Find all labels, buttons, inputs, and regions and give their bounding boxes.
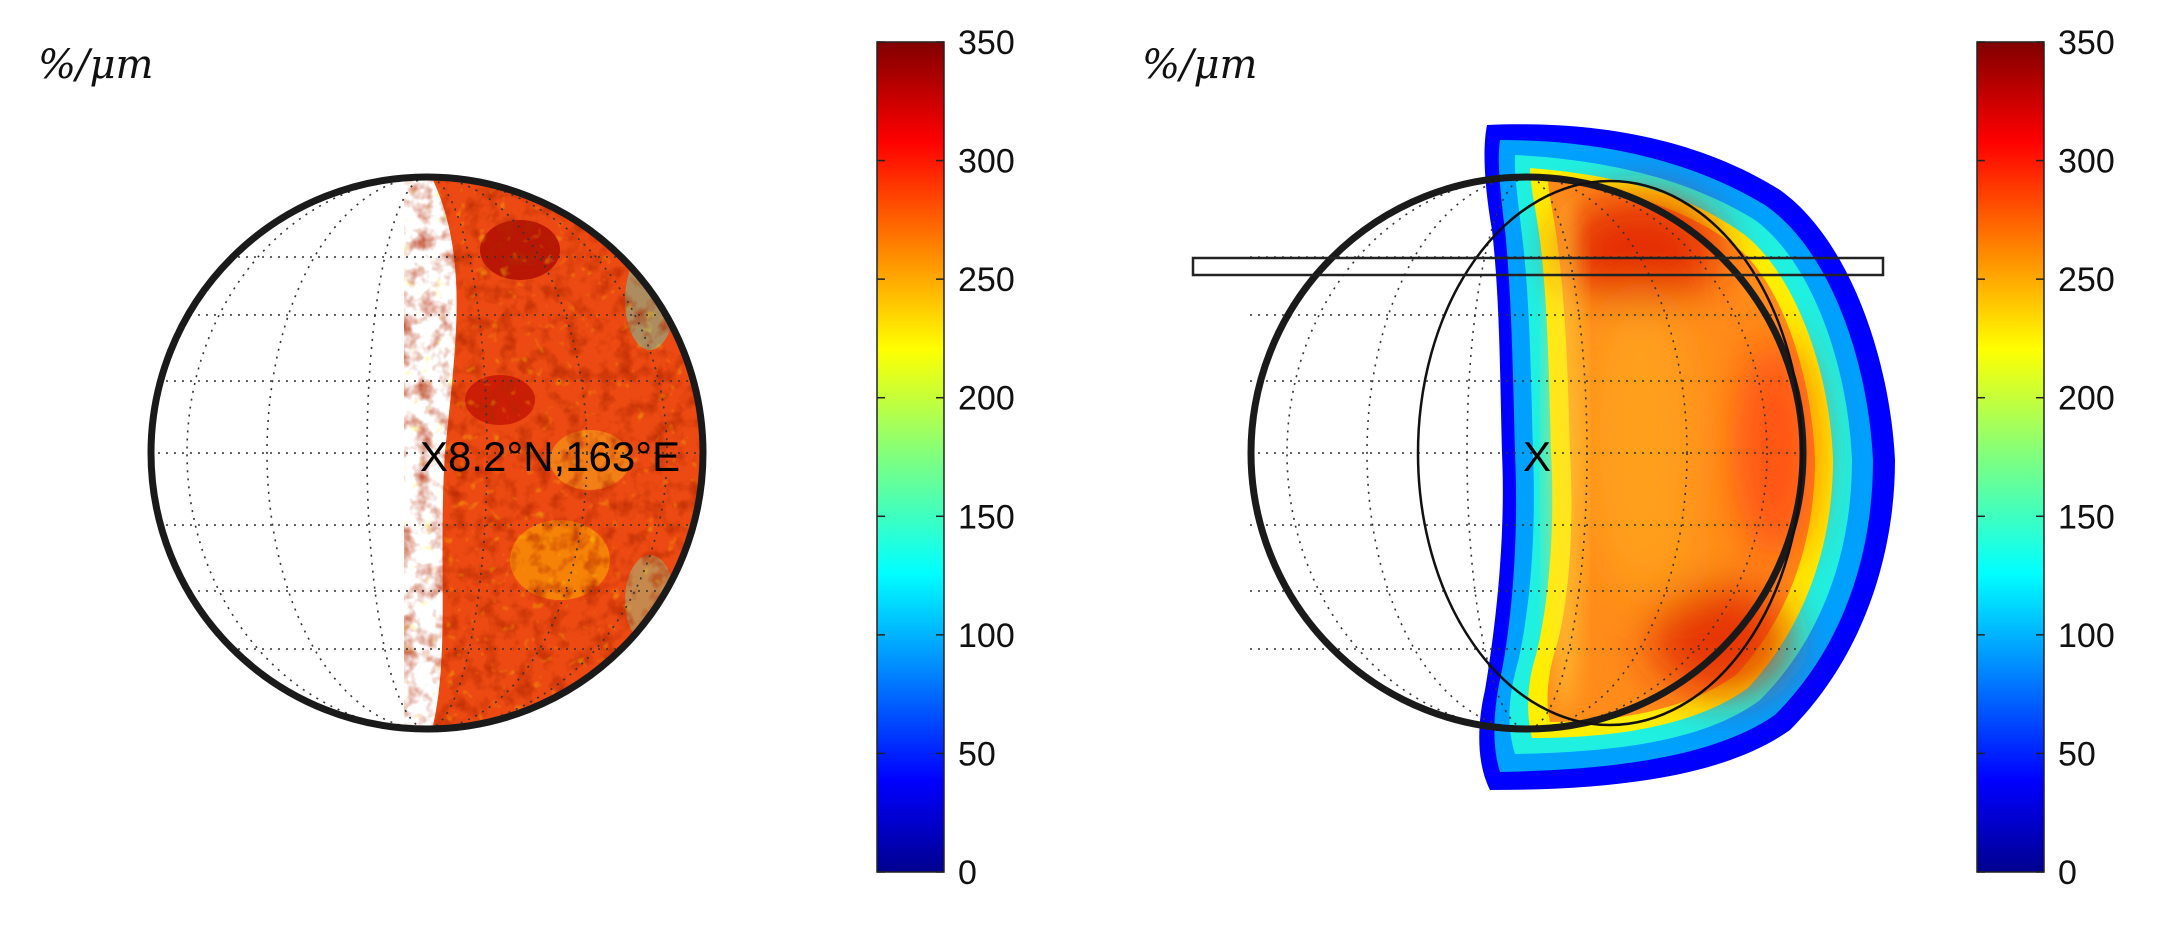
right-colorbar-tick-label: 250	[2058, 261, 2115, 299]
left-colorbar-gradient	[876, 41, 945, 873]
left-colorbar-ticks: 0 50 100 150 200 250 300 350	[877, 24, 1015, 892]
right-colorbar-tick-label: 100	[2058, 617, 2115, 655]
left-map: %/μm	[38, 24, 1015, 892]
left-marker-label: X8.2°N,163°E	[420, 433, 680, 480]
right-colorbar-tick-label: 150	[2058, 498, 2115, 536]
left-globe-outline	[147, 173, 707, 733]
right-colorbar-gradient	[1976, 41, 2045, 873]
right-colorbar-tick-label: 200	[2058, 380, 2115, 418]
right-data-layer	[1479, 124, 1895, 790]
right-colorbar-tick-label: 300	[2058, 143, 2115, 181]
right-colorbar-tick-label: 50	[2058, 735, 2096, 773]
left-colorbar-tick-label: 0	[958, 854, 977, 892]
right-model-boundary	[1416, 179, 1804, 727]
left-colorbar-tick-label: 350	[958, 24, 1015, 62]
left-colorbar: 0 50 100 150 200 250 300 350	[876, 24, 1015, 892]
right-map: %/μm	[1142, 24, 2115, 892]
left-colorbar-tick-label: 100	[958, 617, 1015, 655]
left-colorbar-tick-label: 200	[958, 380, 1015, 418]
left-data-layer	[433, 180, 703, 726]
left-colorbar-tick-label: 250	[958, 261, 1015, 299]
right-colorbar-tick-label: 0	[2058, 854, 2077, 892]
right-slice-strip	[1191, 256, 1885, 277]
right-colorbar: 0 50 100 150 200 250 300 350	[1976, 24, 2115, 892]
left-graticule	[151, 177, 703, 729]
left-unit-label: %/μm	[38, 42, 153, 88]
left-colorbar-tick-label: 150	[958, 498, 1015, 536]
left-colorbar-tick-label: 300	[958, 143, 1015, 181]
right-marker-label: X	[1523, 433, 1551, 480]
right-unit-label: %/μm	[1142, 42, 1257, 88]
right-colorbar-tick-label: 350	[2058, 24, 2115, 62]
right-colorbar-ticks: 0 50 100 150 200 250 300 350	[1977, 24, 2115, 892]
left-colorbar-tick-label: 50	[958, 735, 996, 773]
